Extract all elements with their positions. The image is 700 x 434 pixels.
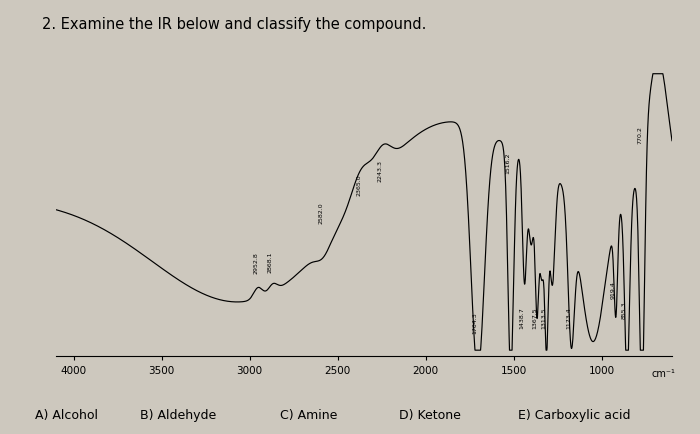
Text: E) Carboxylic acid: E) Carboxylic acid	[518, 408, 631, 421]
Text: 1367.5: 1367.5	[532, 306, 537, 328]
Text: A) Alcohol: A) Alcohol	[35, 408, 98, 421]
Text: 1438.7: 1438.7	[519, 306, 524, 328]
Text: 2. Examine the IR below and classify the compound.: 2. Examine the IR below and classify the…	[42, 17, 426, 32]
Text: 2868.1: 2868.1	[268, 251, 273, 273]
Text: 2582.0: 2582.0	[318, 202, 323, 223]
Text: 919.4: 919.4	[611, 281, 616, 299]
Text: C) Amine: C) Amine	[280, 408, 337, 421]
Text: 1516.2: 1516.2	[506, 152, 511, 174]
Text: 1313.5: 1313.5	[542, 306, 547, 328]
Text: 2365.0: 2365.0	[356, 174, 361, 196]
Text: cm⁻¹: cm⁻¹	[651, 368, 675, 378]
Text: 2243.3: 2243.3	[378, 160, 383, 182]
Text: D) Ketone: D) Ketone	[399, 408, 461, 421]
Text: 770.2: 770.2	[637, 126, 642, 144]
Text: 1173.4: 1173.4	[566, 306, 571, 328]
Text: 1704.3: 1704.3	[473, 312, 477, 334]
Text: B) Aldehyde: B) Aldehyde	[140, 408, 216, 421]
Text: 2952.8: 2952.8	[253, 251, 258, 273]
Text: 855.3: 855.3	[622, 300, 627, 318]
